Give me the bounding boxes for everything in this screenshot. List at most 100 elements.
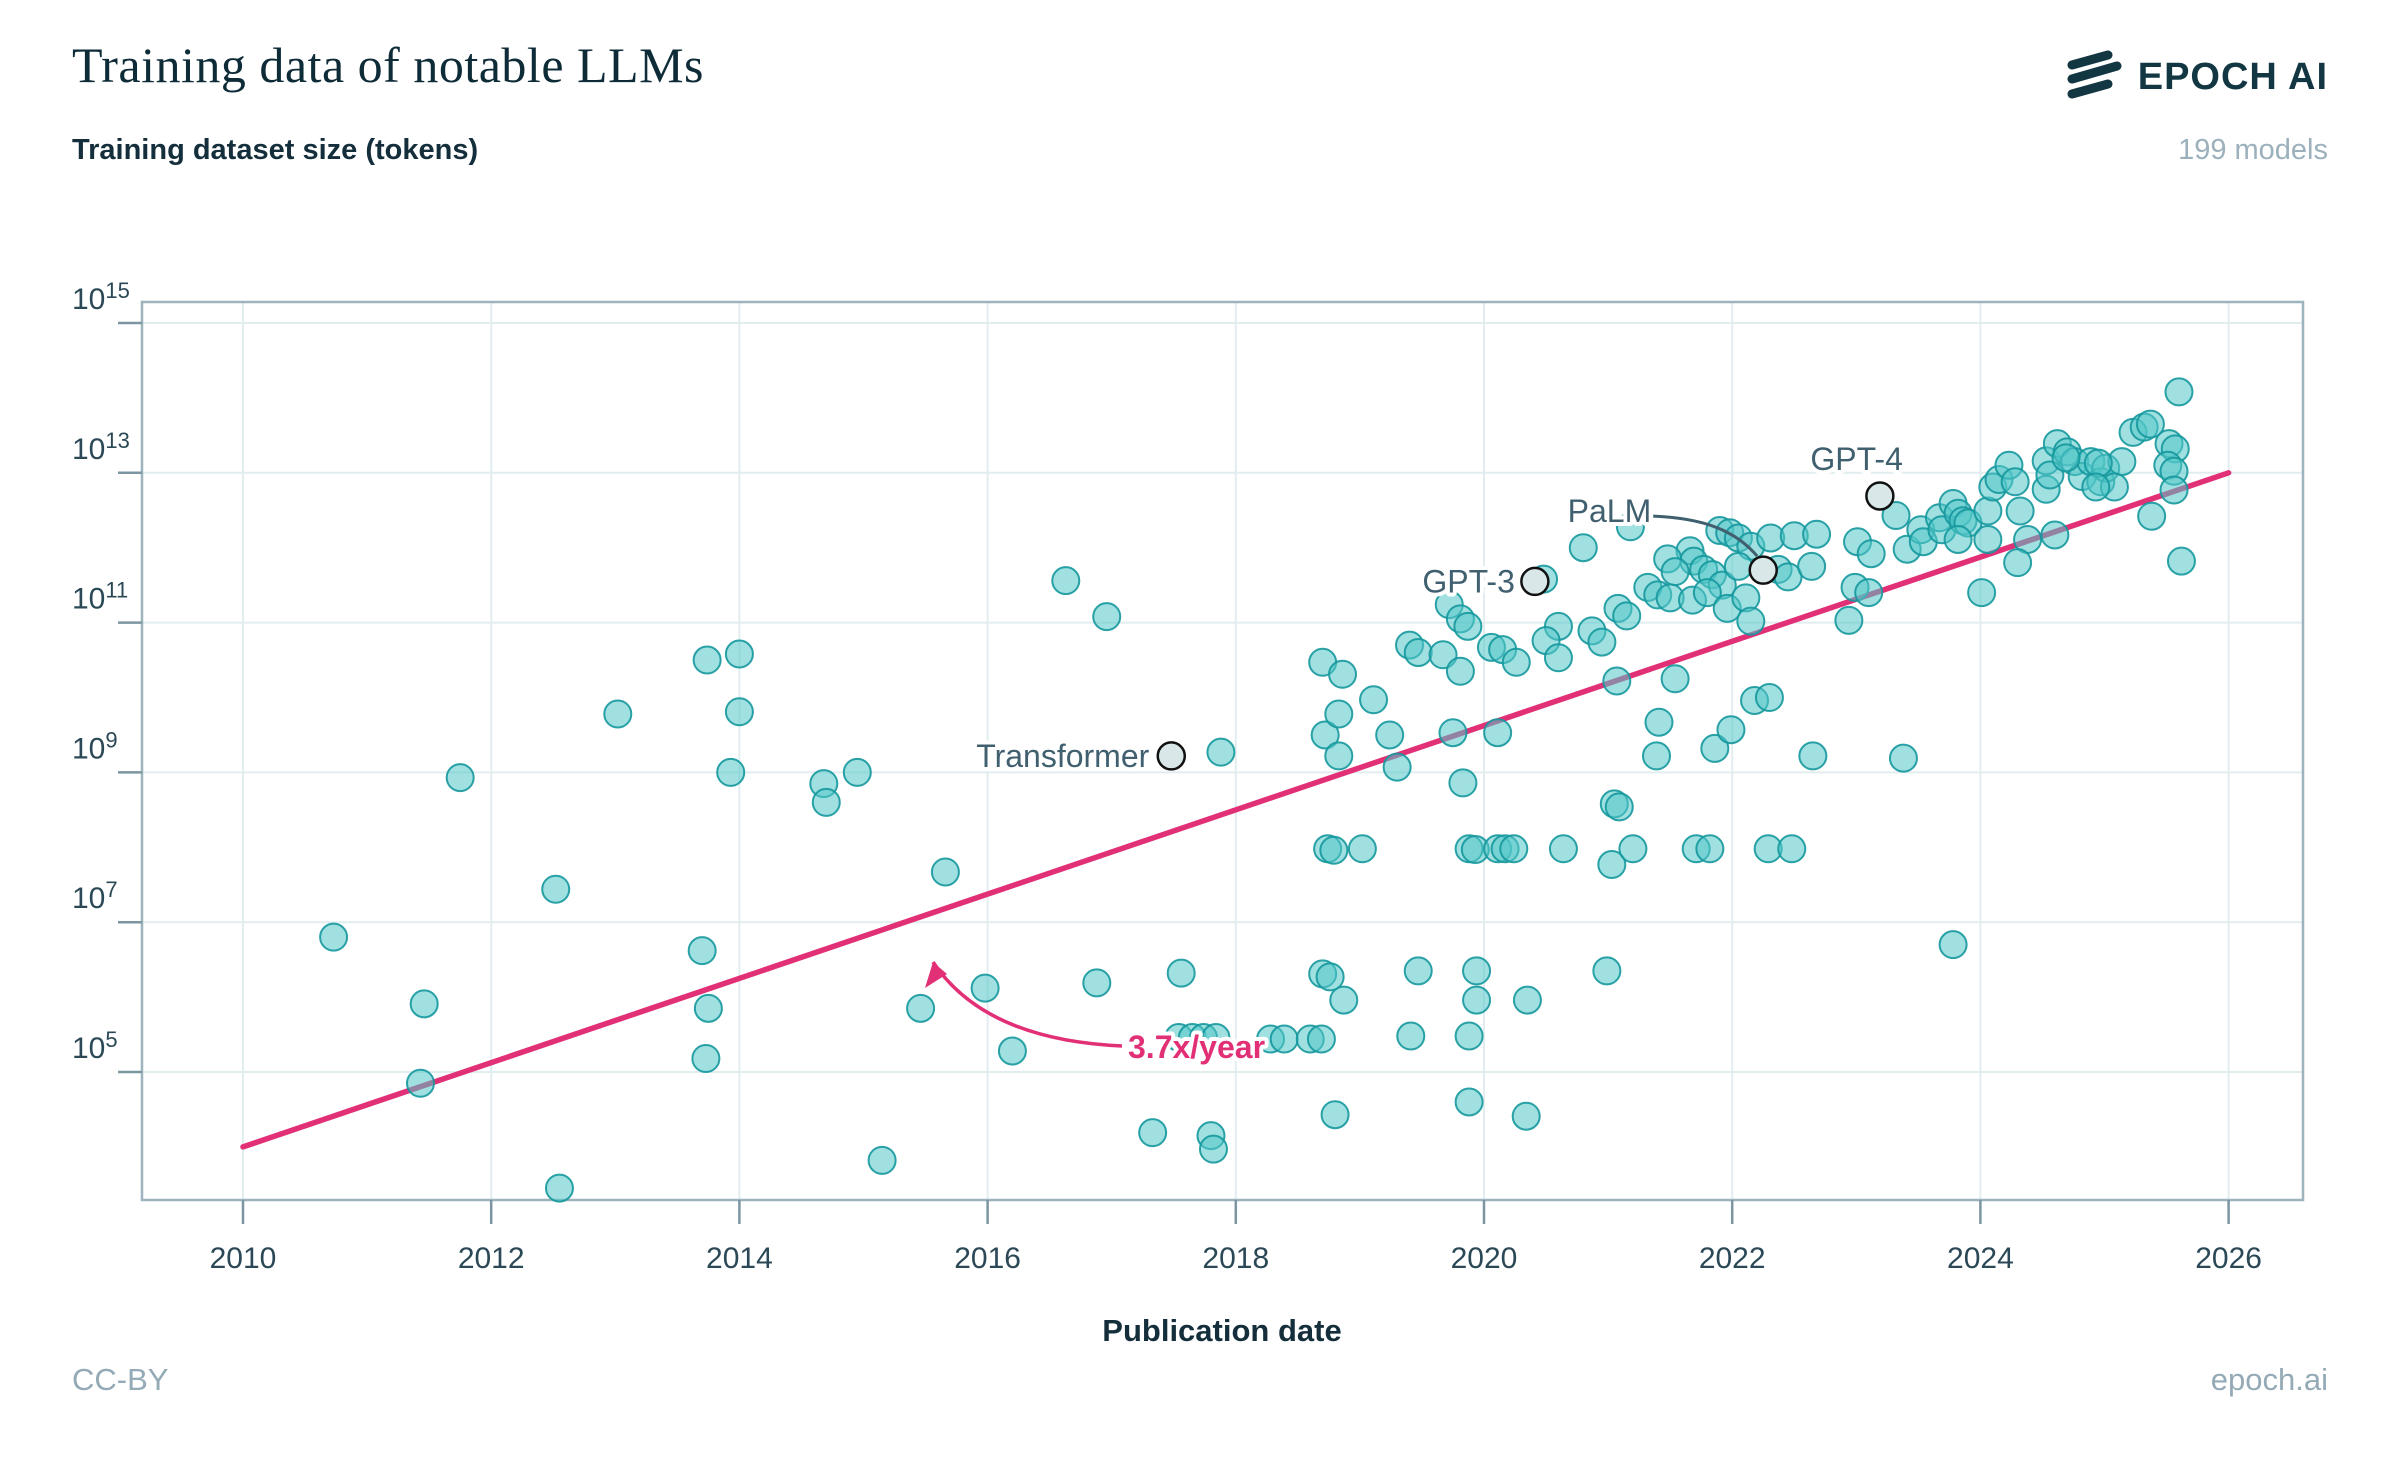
data-point[interactable] (405, 1068, 435, 1098)
data-point[interactable] (1319, 835, 1349, 865)
data-point[interactable] (1938, 930, 1968, 960)
data-point[interactable] (1198, 1134, 1228, 1164)
data-point[interactable] (1597, 850, 1627, 880)
data-point[interactable] (1754, 683, 1784, 712)
data-point[interactable] (1483, 718, 1513, 748)
data-point[interactable] (693, 993, 723, 1023)
data-point[interactable] (1082, 968, 1112, 998)
data-point[interactable] (1454, 1021, 1484, 1051)
data-point[interactable] (2051, 443, 2081, 473)
data-point[interactable] (1700, 733, 1730, 763)
data-point[interactable] (1604, 792, 1634, 822)
data-point[interactable] (2005, 496, 2035, 526)
data-point[interactable] (2166, 546, 2196, 576)
data-point[interactable] (1448, 768, 1478, 798)
data-point[interactable] (1641, 741, 1671, 771)
data-point[interactable] (2135, 409, 2165, 439)
data-point[interactable] (1499, 834, 1529, 864)
data-point[interactable] (1723, 551, 1753, 581)
highlighted-point-Transformer[interactable] (1156, 741, 1187, 771)
data-point[interactable] (1445, 656, 1475, 686)
data-point[interactable] (1051, 566, 1081, 596)
data-point[interactable] (1310, 720, 1340, 750)
site-link[interactable]: epoch.ai (2210, 1362, 2328, 1397)
data-point[interactable] (1615, 512, 1645, 542)
data-point[interactable] (2000, 467, 2030, 497)
data-point[interactable] (1201, 1023, 1231, 1053)
data-point[interactable] (687, 936, 717, 966)
data-point[interactable] (544, 1173, 574, 1203)
data-point[interactable] (1403, 956, 1433, 986)
data-point[interactable] (1347, 834, 1377, 864)
data-point[interactable] (1329, 985, 1359, 1015)
data-point[interactable] (1798, 741, 1828, 771)
data-point[interactable] (1777, 834, 1807, 864)
data-point[interactable] (1324, 741, 1354, 771)
data-point[interactable] (2040, 520, 2070, 550)
data-point[interactable] (1375, 720, 1405, 750)
data-point[interactable] (997, 1036, 1027, 1066)
data-point[interactable] (2159, 475, 2189, 505)
data-point[interactable] (1324, 699, 1354, 729)
data-point[interactable] (2083, 448, 2113, 478)
data-point[interactable] (1943, 524, 1973, 554)
data-point[interactable] (2137, 501, 2167, 531)
data-point[interactable] (409, 989, 439, 1019)
data-point[interactable] (603, 699, 633, 729)
data-point[interactable] (1660, 557, 1690, 587)
data-point[interactable] (1618, 834, 1648, 864)
epoch-ai-logo[interactable]: EPOCH AI (2064, 50, 2328, 105)
data-point[interactable] (2081, 472, 2111, 502)
data-point[interactable] (541, 874, 571, 904)
data-point[interactable] (1548, 834, 1578, 864)
data-point[interactable] (1501, 647, 1531, 677)
data-point[interactable] (1320, 1100, 1350, 1130)
data-point[interactable] (1973, 496, 2003, 526)
data-point[interactable] (1967, 578, 1997, 608)
data-point[interactable] (724, 639, 754, 669)
data-point[interactable] (930, 857, 960, 887)
data-point[interactable] (970, 973, 1000, 1003)
data-point[interactable] (867, 1145, 897, 1175)
data-point[interactable] (1453, 611, 1483, 641)
data-point[interactable] (1454, 1087, 1484, 1117)
highlighted-point-GPT-3[interactable] (1520, 566, 1550, 597)
data-point[interactable] (1716, 715, 1746, 745)
data-point[interactable] (1462, 985, 1492, 1015)
data-point[interactable] (2003, 548, 2033, 578)
data-point[interactable] (2164, 377, 2194, 407)
data-point[interactable] (1881, 500, 1911, 530)
data-point[interactable] (1396, 1021, 1426, 1051)
data-point[interactable] (1382, 752, 1412, 782)
data-point[interactable] (1092, 602, 1122, 632)
data-point[interactable] (1592, 956, 1622, 986)
data-point[interactable] (724, 697, 754, 727)
data-point[interactable] (842, 757, 872, 787)
data-point[interactable] (1834, 605, 1864, 635)
data-point[interactable] (1856, 539, 1886, 569)
data-point[interactable] (1568, 533, 1598, 563)
data-point[interactable] (1206, 737, 1236, 767)
data-point[interactable] (1736, 606, 1766, 636)
data-point[interactable] (1359, 685, 1389, 715)
data-point[interactable] (1306, 1024, 1336, 1054)
data-point[interactable] (716, 757, 746, 787)
data-point[interactable] (1602, 666, 1632, 696)
data-point[interactable] (1166, 958, 1196, 988)
data-point[interactable] (1269, 1024, 1299, 1054)
data-point[interactable] (1438, 718, 1468, 748)
data-point[interactable] (1797, 551, 1827, 581)
data-point[interactable] (1973, 524, 2003, 554)
data-point[interactable] (906, 993, 936, 1023)
data-point[interactable] (1543, 643, 1573, 673)
data-point[interactable] (445, 763, 475, 793)
data-point[interactable] (1138, 1118, 1168, 1148)
highlighted-point-GPT-4[interactable] (1865, 481, 1895, 511)
data-point[interactable] (1854, 578, 1884, 608)
data-point[interactable] (1462, 956, 1492, 986)
data-point[interactable] (1328, 659, 1358, 689)
data-point[interactable] (1692, 578, 1722, 608)
highlighted-point-PaLM[interactable] (1748, 555, 1778, 585)
data-point[interactable] (1888, 743, 1918, 773)
data-point[interactable] (1587, 627, 1617, 657)
